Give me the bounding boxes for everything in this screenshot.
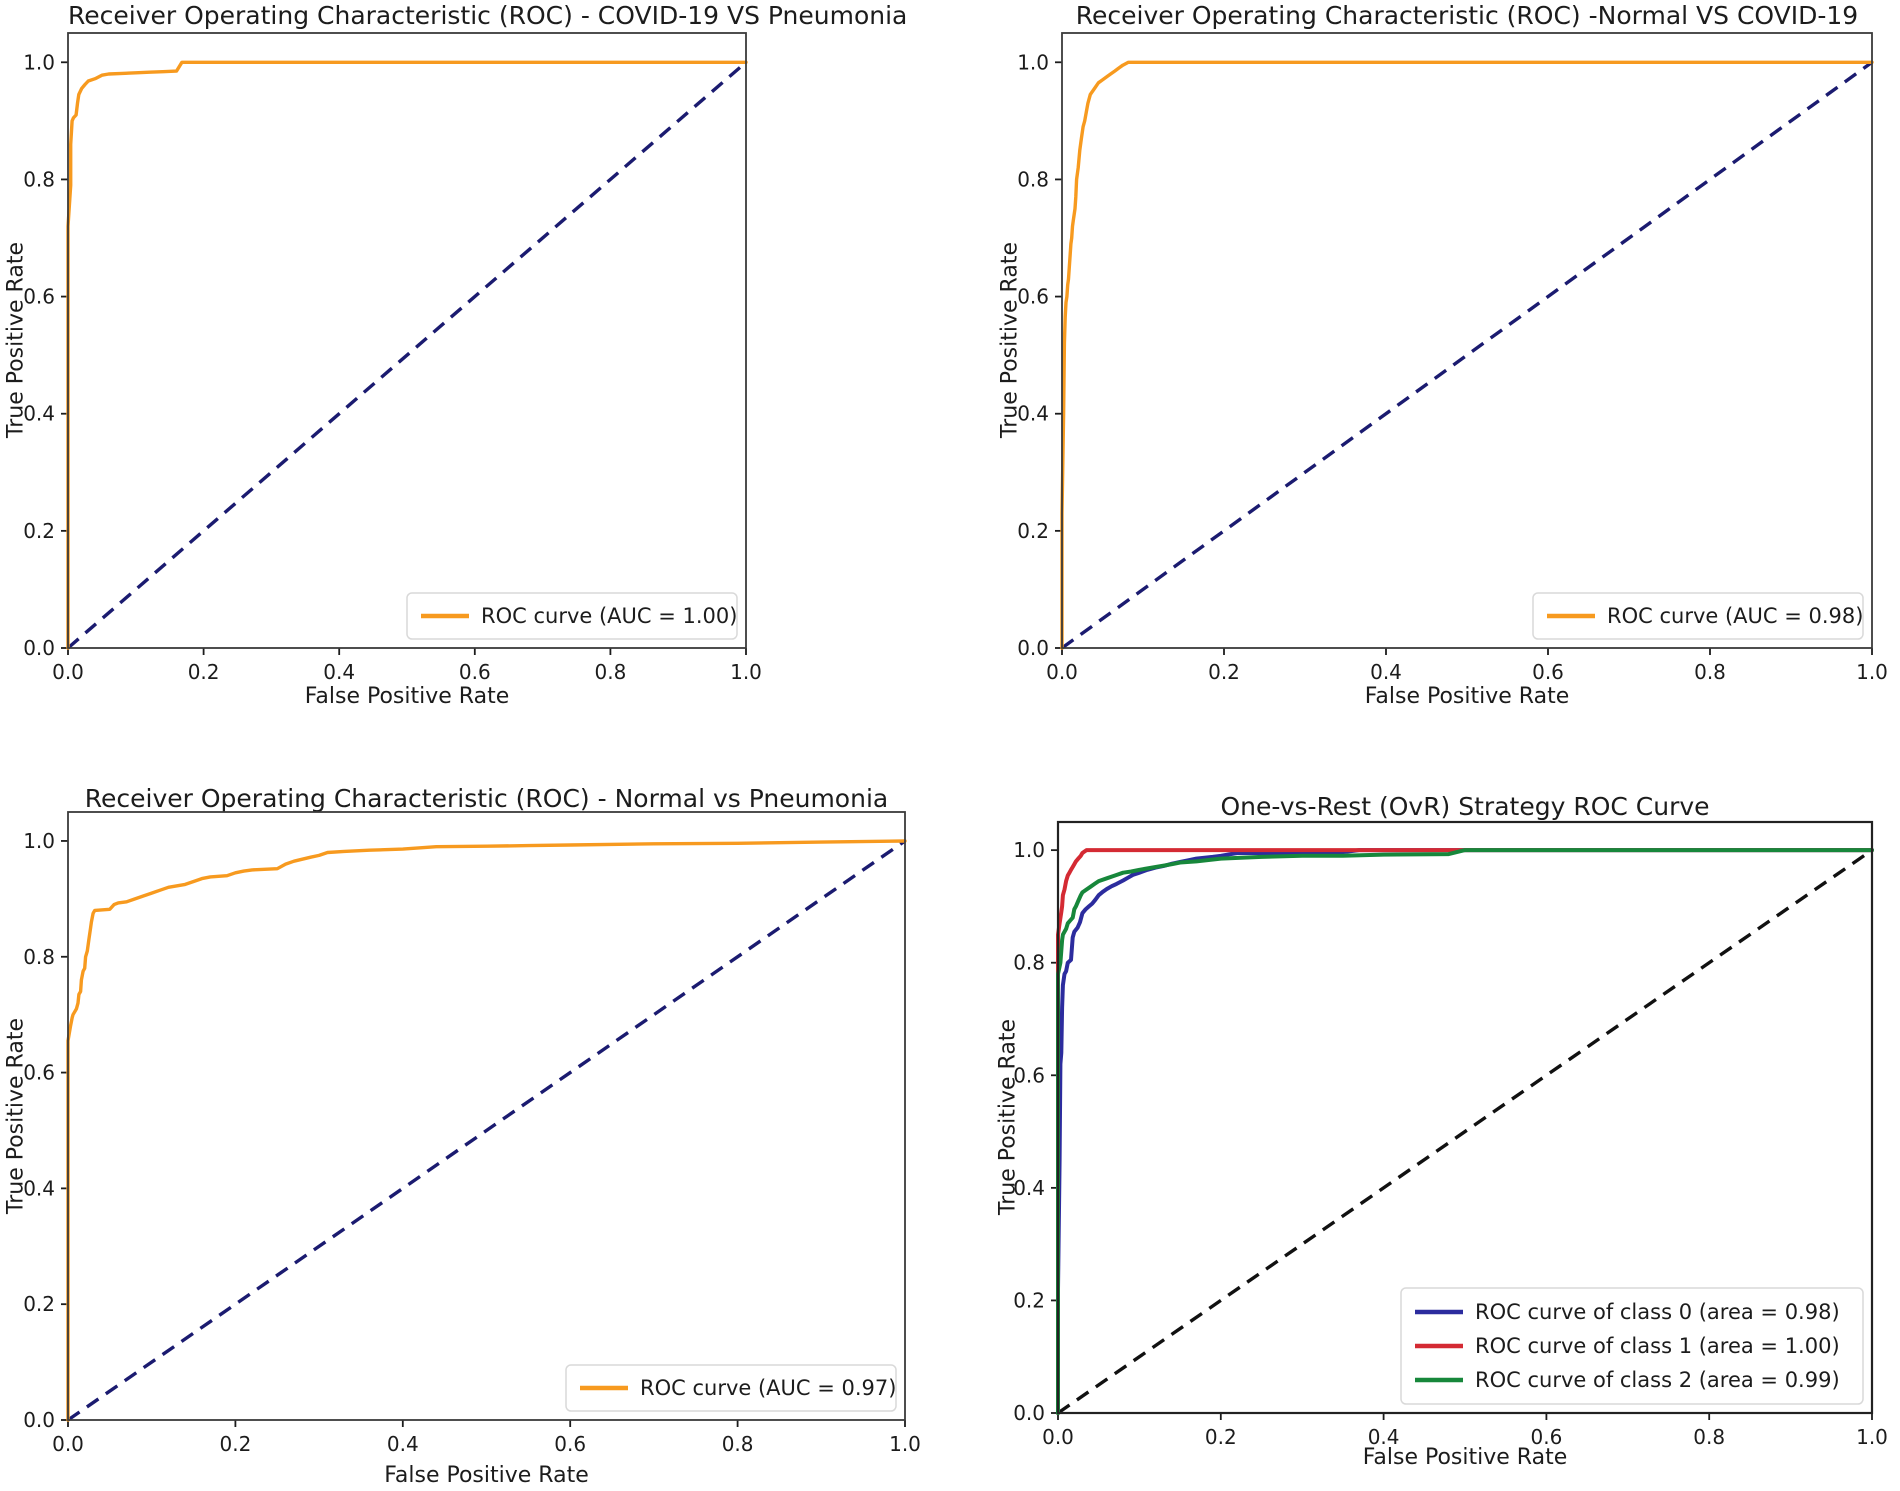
roc-curve-0 xyxy=(66,839,907,1422)
plot-area: 0.0 0.2 0.4 0.6 0.8 1.0 0.0 0.2 0.4 0.6 0.8 1.0 ROC … xyxy=(23,811,921,1456)
roc-plot-one-vs-rest: One-vs-Rest (OvR) Strategy ROC Curve Tru… xyxy=(950,745,1900,1491)
x-axis-label: False Positive Rate xyxy=(1364,684,1570,709)
y-tick-label: 0.2 xyxy=(1017,519,1049,543)
x-tick-label: 0.0 xyxy=(1042,1425,1074,1449)
x-tick-label: 0.2 xyxy=(1205,1425,1237,1449)
plot-box xyxy=(67,32,747,649)
y-tick-label: 1.0 xyxy=(23,50,55,74)
y-tick-label: 0.2 xyxy=(23,519,55,543)
x-tick-label: 1.0 xyxy=(889,1432,921,1456)
y-tick-label: 0.8 xyxy=(23,945,55,969)
roc-curve-0 xyxy=(1060,60,1874,650)
y-tick-label: 0.0 xyxy=(1017,636,1049,660)
x-tick-label: 0.2 xyxy=(219,1432,251,1456)
roc-plot-normal-vs-pneumonia: Receiver Operating Characteristic (ROC) … xyxy=(0,745,950,1491)
legend: ROC curve (AUC = 0.98) xyxy=(1532,592,1864,640)
y-tick-label: 0.0 xyxy=(23,1408,55,1432)
roc-plot-normal-vs-covid: Receiver Operating Characteristic (ROC) … xyxy=(950,0,1900,745)
y-tick-label: 0.6 xyxy=(23,1061,55,1085)
diagonal-reference-line xyxy=(1061,60,1873,650)
x-tick-label: 0.4 xyxy=(1368,1425,1400,1449)
plot-area: 0.0 0.2 0.4 0.6 0.8 1.0 0.0 0.2 0.4 0.6 0.8 1.0 ROC … xyxy=(1013,820,1888,1449)
x-tick-label: 0.4 xyxy=(387,1432,419,1456)
y-tick-label: 0.2 xyxy=(23,1292,55,1316)
roc-plot-covid-vs-pneumonia: Receiver Operating Characteristic (ROC) … xyxy=(0,0,950,745)
y-tick-label: 0.2 xyxy=(1013,1288,1045,1312)
x-tick-label: 0.2 xyxy=(188,660,220,684)
x-axis-label: False Positive Rate xyxy=(1362,1445,1568,1470)
plot-title: One-vs-Rest (OvR) Strategy ROC Curve xyxy=(1220,792,1710,821)
plot-title: Receiver Operating Characteristic (ROC) … xyxy=(84,784,889,813)
x-tick-label: 1.0 xyxy=(730,660,762,684)
y-tick-label: 0.6 xyxy=(1013,1063,1045,1087)
y-tick-label: 1.0 xyxy=(1013,838,1045,862)
x-tick-label: 1.0 xyxy=(1856,660,1888,684)
x-tick-label: 0.6 xyxy=(554,1432,586,1456)
x-tick-label: 0.4 xyxy=(323,660,355,684)
plot-box xyxy=(1061,32,1873,649)
y-tick-label: 0.4 xyxy=(1017,402,1049,426)
legend-box xyxy=(565,1364,897,1412)
x-tick-label: 0.6 xyxy=(1532,660,1564,684)
diagonal-reference-line xyxy=(66,60,748,650)
y-tick-label: 0.0 xyxy=(23,636,55,660)
x-tick-label: 0.8 xyxy=(1694,660,1726,684)
x-tick-label: 0.6 xyxy=(459,660,491,684)
x-tick-label: 0.4 xyxy=(1370,660,1402,684)
legend-label-0: ROC curve (AUC = 1.00) xyxy=(481,604,737,628)
legend-label-0: ROC curve of class 0 (area = 0.98) xyxy=(1475,1300,1840,1324)
y-tick-label: 0.6 xyxy=(23,285,55,309)
plot-box xyxy=(1056,820,1874,1415)
y-tick-label: 1.0 xyxy=(1017,50,1049,74)
x-axis-label: False Positive Rate xyxy=(384,1463,589,1488)
y-tick-label: 0.8 xyxy=(1017,167,1049,191)
legend: ROC curve (AUC = 0.97) xyxy=(565,1364,897,1412)
x-tick-label: 0.0 xyxy=(52,1432,84,1456)
y-tick-label: 1.0 xyxy=(23,829,55,853)
y-tick-label: 0.4 xyxy=(23,1176,55,1200)
legend-label-0: ROC curve (AUC = 0.98) xyxy=(1607,604,1863,628)
x-tick-label: 0.0 xyxy=(52,660,84,684)
x-tick-label: 0.8 xyxy=(1693,1425,1725,1449)
plot-box xyxy=(67,811,906,1421)
y-tick-label: 0.8 xyxy=(23,167,55,191)
x-tick-label: 0.2 xyxy=(1208,660,1240,684)
x-tick-label: 0.8 xyxy=(594,660,626,684)
legend-box xyxy=(1532,592,1864,640)
y-tick-label: 0.4 xyxy=(23,402,55,426)
roc-curve-2 xyxy=(1056,848,1874,1415)
diagonal-reference-line xyxy=(67,839,906,1422)
legend-label-0: ROC curve (AUC = 0.97) xyxy=(640,1376,896,1400)
legend: ROC curve (AUC = 1.00) xyxy=(406,592,738,640)
x-tick-label: 0.6 xyxy=(1530,1425,1562,1449)
x-tick-label: 0.0 xyxy=(1046,660,1078,684)
roc-curve-1 xyxy=(1056,848,1874,1415)
plot-area: 0.0 0.2 0.4 0.6 0.8 1.0 0.0 0.2 0.4 0.6 0.8 1.0 ROC … xyxy=(23,32,762,684)
y-tick-label: 0.6 xyxy=(1017,285,1049,309)
legend-label-1: ROC curve of class 1 (area = 1.00) xyxy=(1475,1334,1840,1358)
legend: ROC curve of class 0 (area = 0.98) ROC cu… xyxy=(1400,1287,1864,1405)
x-axis-label: False Positive Rate xyxy=(304,684,510,709)
y-tick-label: 0.8 xyxy=(1013,951,1045,975)
plot-title: Receiver Operating Characteristic (ROC) … xyxy=(1075,1,1859,30)
y-tick-label: 0.4 xyxy=(1013,1176,1045,1200)
legend-box xyxy=(406,592,738,640)
x-tick-label: 1.0 xyxy=(1856,1425,1888,1449)
legend-label-2: ROC curve of class 2 (area = 0.99) xyxy=(1475,1368,1840,1392)
diagonal-reference-line xyxy=(1057,848,1873,1415)
x-tick-label: 0.8 xyxy=(722,1432,754,1456)
plot-area: 0.0 0.2 0.4 0.6 0.8 1.0 0.0 0.2 0.4 0.6 0.8 1.0 ROC … xyxy=(1017,32,1888,684)
y-tick-label: 0.0 xyxy=(1013,1401,1045,1425)
legend-box xyxy=(1400,1287,1864,1405)
roc-curve-0 xyxy=(66,60,748,650)
